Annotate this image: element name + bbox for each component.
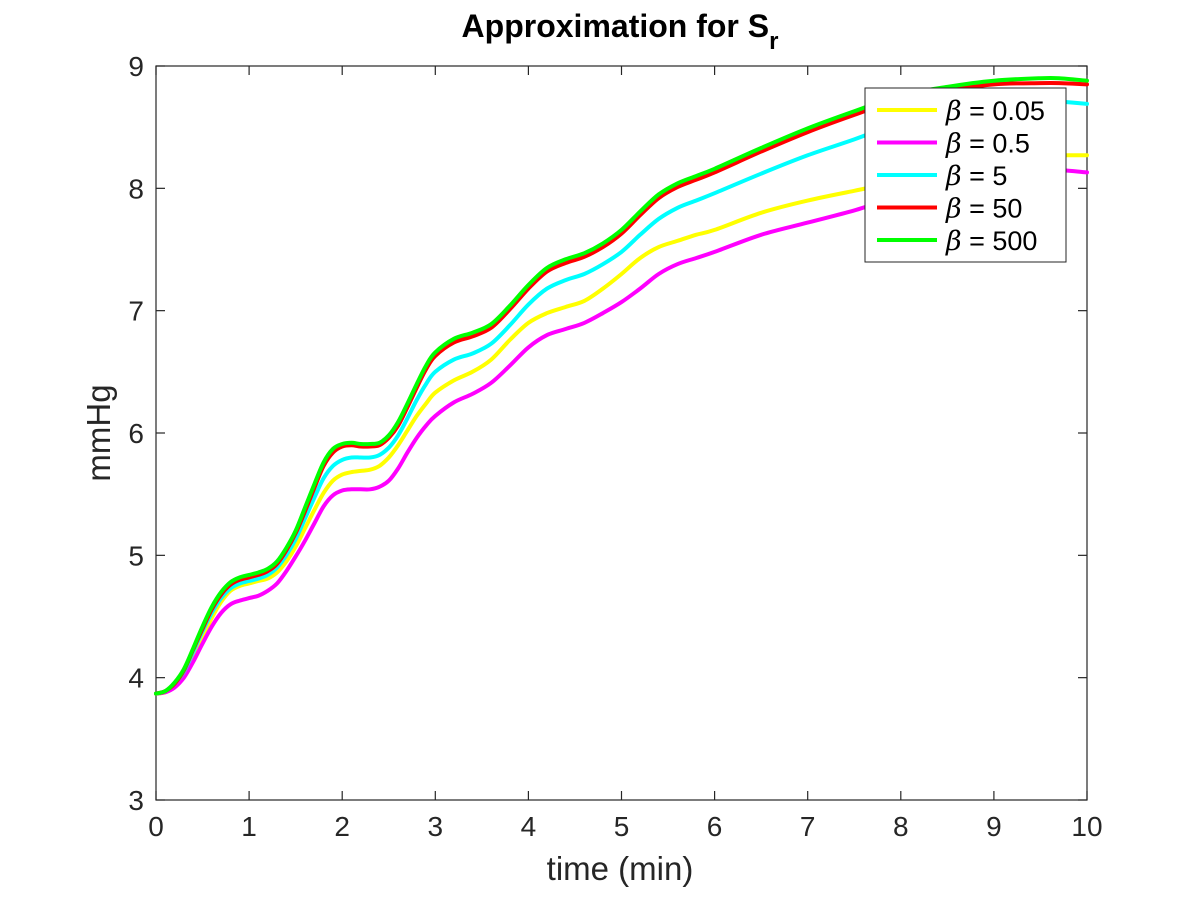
chart-title-main: Approximation for S <box>462 8 770 44</box>
y-tick-labels: 3 4 5 6 7 8 9 <box>128 51 144 816</box>
x-tick-label: 9 <box>986 811 1002 842</box>
legend-value: = 50 <box>962 194 1023 224</box>
legend-item-1: β = 0.05 <box>877 96 1045 127</box>
y-tick-label: 6 <box>128 418 144 449</box>
legend-item-3: β = 5 <box>877 161 1007 192</box>
legend-label: β = 0.5 <box>945 129 1030 160</box>
y-tick-label: 3 <box>128 785 144 816</box>
x-tick-labels: 0 1 2 3 4 5 6 7 8 9 10 <box>148 811 1102 842</box>
legend-item-4: β = 50 <box>877 194 1022 225</box>
tick-marks <box>155 65 1088 801</box>
x-tick-label: 7 <box>800 811 816 842</box>
beta-symbol: β <box>945 194 962 225</box>
series-line-5 <box>154 75 1089 696</box>
x-tick-label: 1 <box>241 811 257 842</box>
x-tick-label: 3 <box>428 811 444 842</box>
series-line-3 <box>154 98 1089 696</box>
beta-symbol: β <box>945 226 962 257</box>
y-axis-label: mmHg <box>80 384 117 481</box>
x-axis-label: time (min) <box>547 850 694 887</box>
legend-label: β = 500 <box>945 226 1037 257</box>
beta-symbol: β <box>945 161 962 192</box>
x-tick-label: 2 <box>334 811 350 842</box>
legend-value: = 0.5 <box>962 129 1030 159</box>
chart-title: Approximation for Sr <box>462 8 779 55</box>
legend-value: = 0.05 <box>962 96 1045 126</box>
legend-items: β = 0.05β = 0.5β = 5β = 50β = 500 <box>877 96 1045 257</box>
data-lines <box>154 75 1089 696</box>
legend-value: = 500 <box>962 226 1038 256</box>
y-tick-label: 9 <box>128 51 144 82</box>
x-tick-label: 0 <box>148 811 164 842</box>
legend-label: β = 5 <box>945 161 1007 192</box>
y-tick-label: 4 <box>128 663 144 694</box>
x-tick-label: 8 <box>893 811 909 842</box>
beta-symbol: β <box>945 96 962 127</box>
x-tick-label: 6 <box>707 811 723 842</box>
legend-value: = 5 <box>962 161 1008 191</box>
x-tick-label: 5 <box>614 811 630 842</box>
series-line-1 <box>154 153 1089 696</box>
legend-item-5: β = 500 <box>877 226 1037 257</box>
x-tick-label: 4 <box>521 811 537 842</box>
y-tick-label: 7 <box>128 296 144 327</box>
series-line-2 <box>154 167 1089 696</box>
beta-symbol: β <box>945 129 962 160</box>
chart-title-subscript: r <box>769 28 778 55</box>
y-tick-label: 5 <box>128 540 144 571</box>
legend-label: β = 50 <box>945 194 1022 225</box>
legend: β = 0.05β = 0.5β = 5β = 50β = 500 <box>864 87 1067 263</box>
y-tick-label: 8 <box>128 173 144 204</box>
x-tick-label: 10 <box>1071 811 1102 842</box>
legend-label: β = 0.05 <box>945 96 1045 127</box>
legend-item-2: β = 0.5 <box>877 129 1030 160</box>
